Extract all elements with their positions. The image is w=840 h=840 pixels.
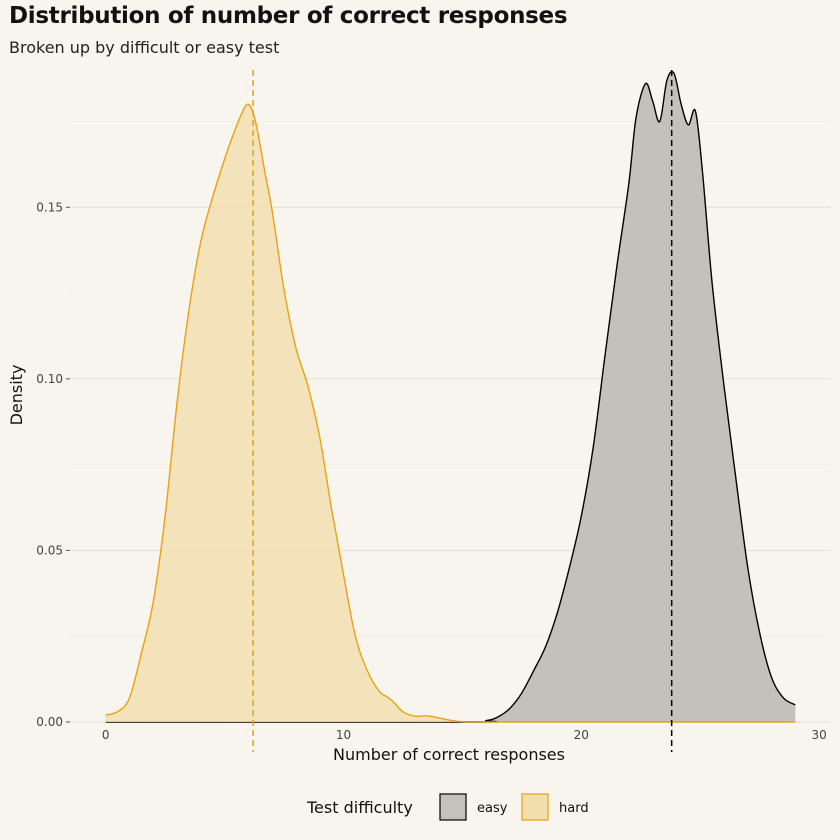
y-axis-title: Density: [7, 365, 26, 426]
legend: Test difficulty easy hard: [306, 793, 589, 821]
y-tick-label: 0.00: [36, 715, 63, 729]
x-tick-label: 20: [574, 728, 589, 742]
legend-label-hard: hard: [559, 801, 589, 816]
density-area-hard: [105, 104, 796, 723]
y-tick-label: 0.15: [36, 200, 63, 214]
legend-swatch-easy: [439, 793, 467, 821]
legend-label-easy: easy: [477, 801, 508, 816]
y-tick-label: 0.05: [36, 543, 63, 557]
y-tick-label: 0.10: [36, 372, 63, 386]
area-layer: [105, 70, 796, 723]
chart-subtitle: Broken up by difficult or easy test: [9, 38, 280, 57]
density-line-easy: [105, 70, 796, 723]
density-line-hard: [105, 103, 796, 723]
x-tick-label: 10: [336, 728, 351, 742]
x-tick-label: 30: [811, 728, 826, 742]
x-tick-label: 0: [102, 728, 110, 742]
mean-line-layer: [252, 70, 673, 752]
legend-title: Test difficulty: [306, 798, 413, 817]
axis-layer: 0.00 0.05 0.10 0.15 0 10 20 30: [36, 200, 826, 742]
legend-swatch-hard: [521, 793, 549, 821]
chart-title: Distribution of number of correct respon…: [9, 3, 568, 29]
density-area-easy: [105, 71, 796, 723]
x-axis-title: Number of correct responses: [333, 745, 565, 764]
